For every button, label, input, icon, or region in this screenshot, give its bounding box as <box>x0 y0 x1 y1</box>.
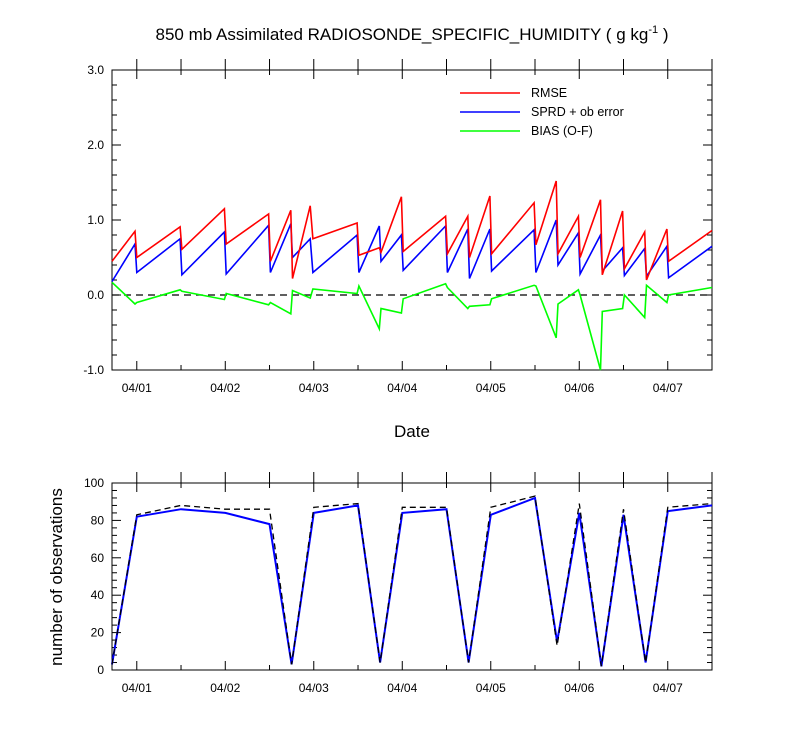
bottom-series-assimilated-observations <box>111 496 713 667</box>
top-panel: -1.0 0.0 1.0 2.0 3.0 04/01 04/02 04/03 04/04 04/0… <box>83 59 713 441</box>
chart-title-superscript: -1 <box>648 24 658 36</box>
top-ytick-label: 1.0 <box>87 213 104 227</box>
bottom-xtick-label: 04/02 <box>210 681 240 695</box>
top-series <box>111 180 713 371</box>
bottom-xtick-label: 04/07 <box>653 681 683 695</box>
top-xtick-label: 04/04 <box>387 381 417 395</box>
top-xtick-label: 04/02 <box>210 381 240 395</box>
chart-title-end: ) <box>658 25 668 44</box>
bottom-ytick-label: 100 <box>84 476 104 490</box>
legend: RMSE SPRD + ob error BIAS (O-F) <box>460 86 624 138</box>
bottom-xtick-label: 04/01 <box>122 681 152 695</box>
top-xtick-label: 04/03 <box>299 381 329 395</box>
bottom-xtick-label: 04/04 <box>387 681 417 695</box>
bottom-ytick-label: 60 <box>91 551 105 565</box>
bottom-ticks: 0 20 40 60 80 100 04/01 04/02 04/03 04/04 04/05 04/… <box>84 472 713 695</box>
bottom-series <box>111 495 713 667</box>
bottom-series-possible-observations <box>111 495 713 667</box>
bottom-ytick-label: 80 <box>91 513 105 527</box>
top-xtick-label: 04/01 <box>122 381 152 395</box>
top-ytick-label: 0.0 <box>87 288 104 302</box>
top-series-bias-o-f <box>111 281 713 371</box>
top-ytick-label: 2.0 <box>87 138 104 152</box>
legend-label-rmse: RMSE <box>531 86 567 100</box>
top-ytick-label: -1.0 <box>83 363 104 377</box>
chart-title-main: 850 mb Assimilated RADIOSONDE_SPECIFIC_H… <box>156 25 649 44</box>
legend-label-sprd: SPRD + ob error <box>531 105 624 119</box>
bottom-ytick-label: 0 <box>97 663 104 677</box>
bottom-ytick-label: 40 <box>91 588 105 602</box>
chart-title: 850 mb Assimilated RADIOSONDE_SPECIFIC_H… <box>156 24 669 44</box>
top-xtick-label: 04/06 <box>564 381 594 395</box>
x-axis-label: Date <box>394 422 430 441</box>
y-axis-label: number of observations <box>47 488 66 666</box>
top-ytick-label: 3.0 <box>87 63 104 77</box>
top-ticks: -1.0 0.0 1.0 2.0 3.0 04/01 04/02 04/03 04/04 04/0… <box>83 59 713 395</box>
bottom-ytick-label: 20 <box>91 626 105 640</box>
bottom-xtick-label: 04/03 <box>299 681 329 695</box>
bottom-panel: 0 20 40 60 80 100 04/01 04/02 04/03 04/04 04/05 04/… <box>47 472 713 695</box>
bottom-plot-frame <box>111 482 713 671</box>
top-xtick-label: 04/07 <box>653 381 683 395</box>
legend-label-bias: BIAS (O-F) <box>531 124 593 138</box>
bottom-xtick-label: 04/06 <box>564 681 594 695</box>
top-series-rmse <box>111 180 713 281</box>
top-xtick-label: 04/05 <box>476 381 506 395</box>
bottom-xtick-label: 04/05 <box>476 681 506 695</box>
